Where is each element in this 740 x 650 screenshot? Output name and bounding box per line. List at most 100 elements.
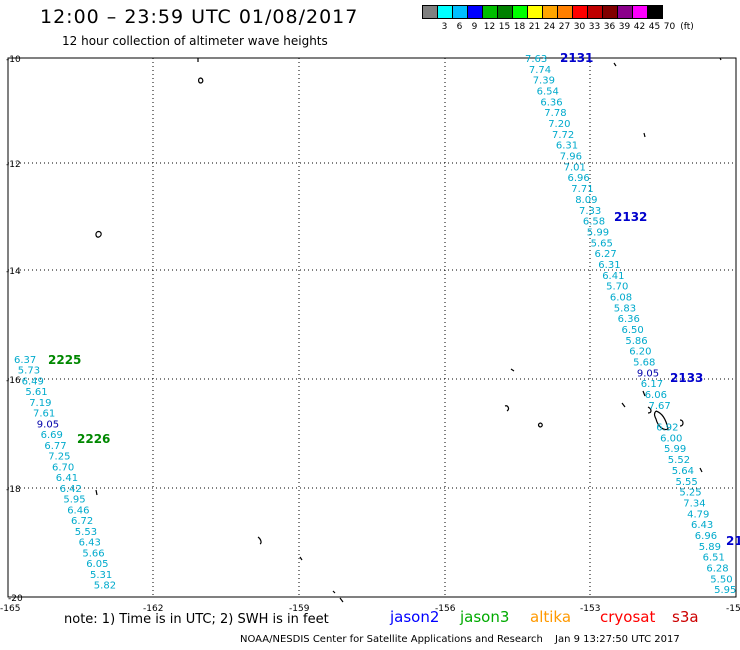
wave-height-value: 7.78 — [544, 108, 566, 119]
legend-label: 39 — [618, 22, 631, 32]
wave-height-value: 5.65 — [591, 238, 613, 249]
wave-height-value: 5.68 — [633, 358, 655, 369]
island — [621, 390, 684, 431]
legend-label: 45 — [648, 22, 661, 32]
longitude-labels: -165 -162 -159 -156 -153 -15 — [0, 604, 740, 614]
latitude-labels: -10 -12 -14 -16 -18 -20 — [6, 55, 23, 604]
wave-height-value: 6.42 — [60, 484, 82, 495]
islands — [95, 57, 722, 603]
legend-swatch — [497, 5, 513, 19]
wave-height-value: 6.43 — [79, 538, 101, 549]
satellite-jason3: jason3 — [460, 608, 510, 626]
wave-height-value: 6.92 — [656, 423, 678, 434]
legend-label — [422, 22, 437, 32]
legend-swatch — [557, 5, 573, 19]
map-frame — [7, 57, 737, 598]
wave-height-value: 5.50 — [710, 574, 732, 585]
wave-height-value: 5.66 — [82, 548, 104, 559]
legend-label: 42 — [633, 22, 646, 32]
legend-label: 24 — [543, 22, 556, 32]
wave-height-value: 7.74 — [529, 65, 551, 76]
longitude-label: -162 — [143, 604, 163, 614]
track-number-label: 21 — [726, 534, 740, 548]
legend-swatch — [572, 5, 588, 19]
wave-height-value: 6.43 — [691, 520, 713, 531]
longitude-label: -15 — [726, 604, 740, 614]
latitude-label: -14 — [6, 267, 21, 277]
legend-swatch — [632, 5, 648, 19]
wave-height-value: 6.08 — [610, 293, 632, 304]
satellite-s3a: s3a — [672, 608, 699, 626]
legend-label: 27 — [558, 22, 571, 32]
generation-timestamp: Jan 9 13:27:50 UTC 2017 — [555, 634, 680, 645]
wave-height-tracks: 7.637.747.396.546.367.787.207.726.317.96… — [14, 54, 736, 596]
satellite-jason2: jason2 — [390, 608, 440, 626]
wave-height-value: 5.83 — [614, 303, 636, 314]
island — [504, 368, 543, 428]
longitude-label: -156 — [435, 604, 456, 614]
wave-height-value: 7.71 — [571, 184, 593, 195]
wave-height-value: 5.82 — [94, 581, 116, 592]
island — [95, 467, 703, 603]
track-number-label: 2226 — [77, 432, 110, 446]
track-number-label: 2225 — [48, 353, 81, 367]
page-subtitle: 12 hour collection of altimeter wave hei… — [62, 34, 328, 48]
legend-swatch — [647, 5, 663, 19]
wave-height-value: 6.96 — [568, 173, 590, 184]
wave-height-value: 6.37 — [14, 355, 36, 366]
wave-height-value: 7.96 — [560, 152, 582, 163]
longitude-label: -159 — [289, 604, 310, 614]
legend-swatch — [527, 5, 543, 19]
satellite-altika: altika — [530, 608, 572, 626]
wave-height-value: 7.39 — [533, 76, 555, 87]
wave-height-value: 4.79 — [687, 509, 709, 520]
wave-height-value: 5.95 — [63, 495, 85, 506]
legend-label: 70 — [663, 22, 676, 32]
latitude-label: -20 — [8, 594, 23, 604]
latitude-label: -18 — [6, 485, 21, 495]
legend-label: 3 — [441, 22, 448, 32]
legend-label: 18 — [513, 22, 526, 32]
latitude-label: -16 — [6, 376, 21, 386]
wave-height-value: 5.53 — [75, 527, 97, 538]
legend-label: 30 — [573, 22, 586, 32]
wave-height-value: 6.50 — [622, 325, 644, 336]
wave-height-value: 8.09 — [575, 195, 597, 206]
color-legend — [422, 5, 663, 19]
satellite-cryosat: cryosat — [600, 608, 656, 626]
wave-height-value: 6.77 — [44, 441, 66, 452]
wave-height-value: 7.19 — [29, 398, 51, 409]
wave-height-value: 6.05 — [86, 559, 108, 570]
island — [613, 57, 722, 138]
latitude-label: -10 — [6, 55, 21, 65]
legend-label: 21 — [528, 22, 541, 32]
legend-swatch — [437, 5, 453, 19]
legend-swatch — [467, 5, 483, 19]
legend-label: 6 — [456, 22, 463, 32]
legend-swatch — [602, 5, 618, 19]
wave-height-value: 5.95 — [714, 585, 736, 596]
wave-height-value: 5.89 — [699, 542, 721, 553]
wave-height-value: 7.01 — [564, 162, 586, 173]
wave-height-value: 9.05 — [637, 368, 659, 379]
legend-swatch — [512, 5, 528, 19]
legend-swatch — [422, 5, 438, 19]
wave-height-value: 6.41 — [602, 271, 624, 282]
wave-height-value: 5.99 — [587, 227, 609, 238]
wave-height-value: 7.33 — [579, 206, 601, 217]
wave-height-value: 6.36 — [540, 97, 562, 108]
legend-swatch — [587, 5, 603, 19]
wave-height-value: 5.73 — [18, 366, 40, 377]
wave-height-value: 5.86 — [625, 336, 647, 347]
wave-height-value: 7.72 — [552, 130, 574, 141]
wave-height-value: 6.54 — [537, 87, 559, 98]
wave-height-value: 6.46 — [67, 505, 89, 516]
track-number-label: 2132 — [614, 210, 647, 224]
legend-label: 12 — [483, 22, 496, 32]
wave-height-value: 6.96 — [695, 531, 717, 542]
wave-height-value: 5.99 — [664, 444, 686, 455]
wave-height-value: 6.27 — [595, 249, 617, 260]
track-number-label: 2133 — [670, 371, 703, 385]
legend-label: 9 — [471, 22, 478, 32]
track-number-label: 2131 — [560, 51, 593, 65]
